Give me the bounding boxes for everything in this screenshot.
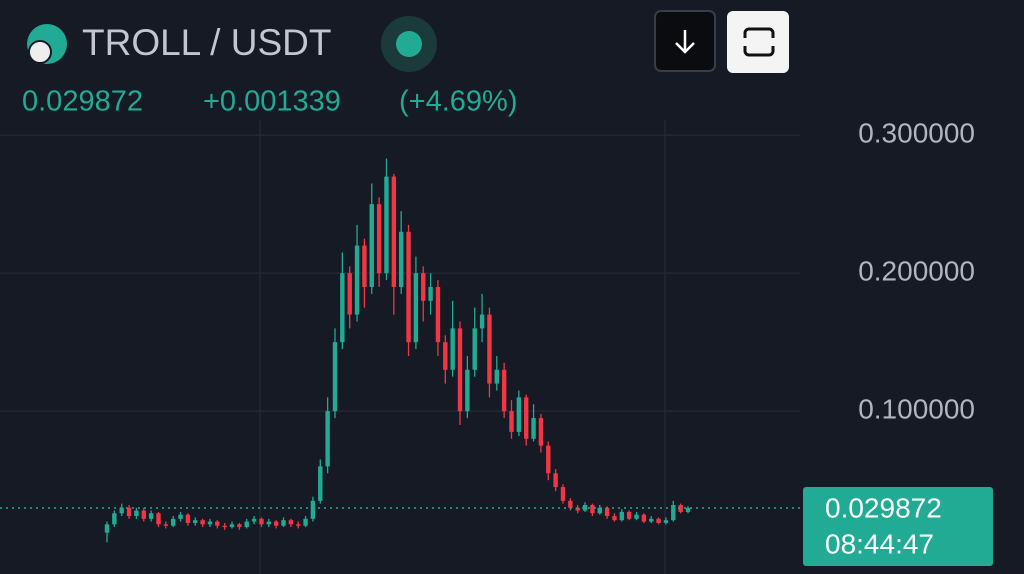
candle-body [163,524,169,526]
candle-body [126,507,132,517]
candle-body [626,511,632,519]
candle-body [237,524,242,528]
candle-body [612,516,617,521]
candle-body [435,286,441,343]
candle-body [568,500,573,508]
candle-body [332,342,338,412]
candle-body [156,513,161,525]
candle-body [185,514,191,523]
candle-body [354,245,360,315]
candle-body [251,518,257,522]
candle-body [457,328,463,412]
candle-body [134,510,139,517]
candle-body [619,511,625,521]
candle-body [340,273,345,343]
price-tag-time: 08:44:47 [825,528,934,559]
candle-body [421,273,426,301]
pair-title: TROLL / USDT [82,22,331,63]
candle-body [310,500,316,519]
price-change: +0.001339 [203,86,341,118]
fullscreen-button[interactable] [727,11,789,73]
candle-body [649,518,654,522]
candle-body [428,286,433,301]
price-change-pct: (+4.69%) [399,86,517,118]
candle-body [244,521,249,528]
candle-body [575,507,580,511]
candle-body [604,507,610,517]
candle-body [538,418,544,446]
candle-body [119,507,124,514]
candle-body [443,342,448,370]
candle-body [281,520,286,526]
price-tag-value: 0.029872 [825,492,942,523]
candle-body [597,507,602,514]
candle-body [516,397,522,432]
candle-body [273,521,279,526]
candle-body [215,521,220,526]
candle-body [472,328,477,370]
candle-body [369,204,374,287]
candle-body [318,466,323,501]
y-tick-label: 0.100000 [858,394,975,425]
candle-body [391,176,397,287]
candle-body [193,520,198,523]
candle-body [406,231,411,343]
candle-body [501,369,507,412]
candle-body [641,514,647,522]
candle-body [553,473,558,488]
candle-body [678,505,683,512]
candle-body [487,314,492,384]
candle-body [229,524,235,528]
candle-body [634,514,639,519]
candle-body [413,273,419,343]
candle-body [266,521,271,525]
coin-icon-badge [28,40,52,64]
candle-body [296,524,301,526]
candle-body [582,505,588,511]
candle-body [509,411,514,432]
candle-body [671,505,676,521]
candle-body [288,520,294,525]
last-price: 0.029872 [22,86,143,118]
candle-body [398,231,404,287]
candle-body [200,520,205,525]
download-button[interactable] [654,10,716,72]
price-tag [803,487,993,566]
candle-body [104,524,110,533]
status-dot [396,31,422,57]
candle-body [325,411,330,467]
candle-body [112,513,117,525]
candle-body [450,328,455,370]
candle-body [207,521,213,525]
candle-body [560,487,566,501]
y-tick-label: 0.200000 [858,256,975,287]
candle-body [376,204,382,274]
candle-body [663,520,669,523]
candle-body [590,505,595,514]
candle-body [531,418,536,439]
candle-body [141,510,146,519]
y-tick-label: 0.300000 [858,118,975,149]
candle-body [479,314,485,329]
candle-body [362,245,367,287]
candle-body [465,369,470,412]
candle-body [384,176,389,274]
candle-body [259,518,264,525]
candle-body [347,273,352,315]
candle-body [494,369,499,384]
candle-body [524,397,529,439]
candle-body [170,518,176,526]
candle-body [178,514,183,519]
candle-body [656,518,661,523]
candle-body [685,507,691,512]
candle-body [222,525,227,528]
candle-body [148,513,154,519]
candle-body [546,445,551,474]
candle-body [303,518,308,526]
